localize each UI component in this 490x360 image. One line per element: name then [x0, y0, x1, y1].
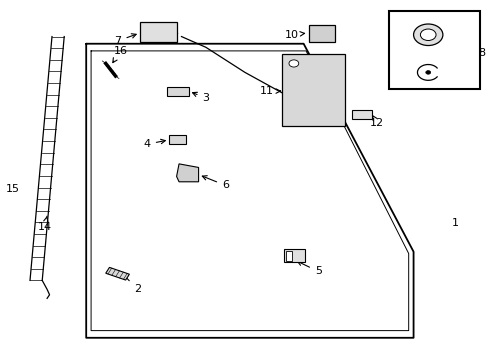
- Circle shape: [414, 24, 443, 45]
- Text: 5: 5: [297, 261, 322, 276]
- Bar: [140, 22, 176, 42]
- FancyBboxPatch shape: [282, 54, 345, 126]
- Text: 14: 14: [38, 216, 52, 231]
- Bar: [352, 110, 372, 119]
- Text: 4: 4: [144, 139, 165, 149]
- Polygon shape: [176, 164, 198, 182]
- Text: 13: 13: [150, 23, 177, 35]
- Circle shape: [426, 71, 431, 74]
- Text: 9: 9: [408, 30, 424, 40]
- Bar: [309, 25, 335, 42]
- Text: 6: 6: [202, 176, 229, 190]
- Bar: [169, 135, 186, 144]
- Text: 12: 12: [370, 115, 384, 128]
- Text: 1: 1: [452, 218, 459, 228]
- Text: 15: 15: [6, 184, 20, 194]
- Bar: [167, 87, 189, 96]
- Circle shape: [289, 60, 299, 67]
- Circle shape: [420, 29, 436, 41]
- Text: 11: 11: [260, 86, 280, 96]
- Text: 3: 3: [193, 92, 209, 103]
- Text: 8: 8: [478, 48, 486, 58]
- Text: 10: 10: [284, 30, 305, 40]
- Text: 2: 2: [123, 274, 141, 294]
- Bar: [106, 267, 129, 280]
- Bar: [284, 249, 305, 262]
- Text: 7: 7: [114, 34, 136, 46]
- Bar: [286, 251, 292, 261]
- Text: 16: 16: [113, 46, 127, 63]
- Bar: [389, 12, 480, 89]
